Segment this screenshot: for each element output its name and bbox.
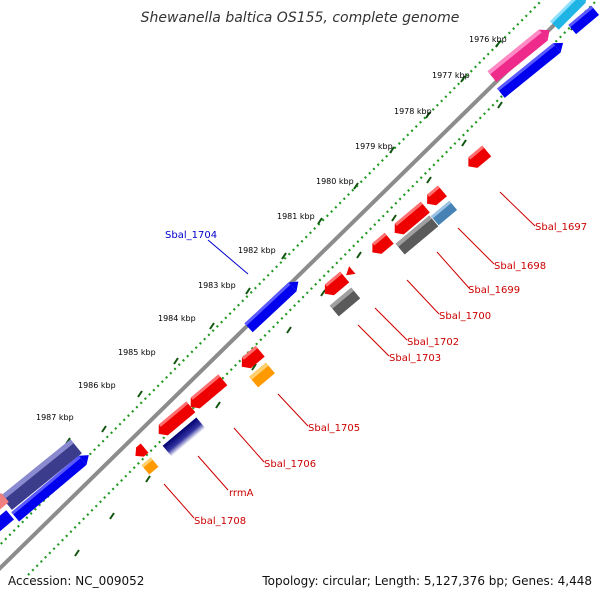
outer-tick-marks xyxy=(65,40,501,445)
tick-label-1976: 1976 kbp xyxy=(469,35,507,44)
sbal-1700-gene-a[interactable] xyxy=(390,201,430,238)
sbal-1705-gene-red[interactable] xyxy=(237,345,265,372)
blue-gene-left[interactable] xyxy=(11,451,92,522)
label-rrma: rrmA xyxy=(229,488,254,499)
cyan-gene[interactable] xyxy=(550,0,591,30)
tick-label-1980: 1980 kbp xyxy=(316,177,354,186)
rrma-gene-red[interactable] xyxy=(154,401,196,439)
blue-gene-edge[interactable] xyxy=(0,510,14,534)
tick-label-1985: 1985 kbp xyxy=(118,348,156,357)
rrma-gene[interactable] xyxy=(162,417,206,457)
tick-label-1986: 1986 kbp xyxy=(78,381,116,390)
sbal-1705-gene[interactable] xyxy=(249,362,275,388)
accession-label: Accession: NC_009052 xyxy=(8,574,145,588)
label-sbal-1703: Sbal_1703 xyxy=(389,353,441,364)
sbal-1698-gene[interactable] xyxy=(430,200,458,226)
sbal-1702-gene-small[interactable] xyxy=(343,266,356,279)
pink-gene[interactable] xyxy=(487,25,554,83)
sbal-1700-gene-c[interactable] xyxy=(368,232,394,258)
tick-label-1982: 1982 kbp xyxy=(238,246,276,255)
label-sbal-1705: Sbal_1705 xyxy=(308,423,360,434)
blue-gene-1976[interactable] xyxy=(497,38,567,98)
label-sbal-1706: Sbal_1706 xyxy=(264,459,316,470)
label-sbal-1697: Sbal_1697 xyxy=(535,222,587,233)
sbal-1702-gene[interactable] xyxy=(320,271,350,299)
label-sbal-1702: Sbal_1702 xyxy=(407,337,459,348)
label-sbal-1708: Sbal_1708 xyxy=(194,516,246,527)
tick-label-1977: 1977 kbp xyxy=(432,71,470,80)
genome-stats: Topology: circular; Length: 5,127,376 bp… xyxy=(262,574,592,588)
sbal-1706-gene[interactable] xyxy=(186,374,228,412)
tick-label-1983: 1983 kbp xyxy=(198,281,236,290)
tick-label-1978: 1978 kbp xyxy=(394,107,432,116)
tick-label-1981: 1981 kbp xyxy=(277,212,315,221)
tick-label-1984: 1984 kbp xyxy=(158,314,196,323)
label-sbal-1704: Sbal_1704 xyxy=(165,230,217,241)
label-sbal-1698: Sbal_1698 xyxy=(494,261,546,272)
sbal-1703-gene[interactable] xyxy=(329,287,361,317)
label-sbal-1700: Sbal_1700 xyxy=(439,311,491,322)
label-connectors xyxy=(163,191,536,519)
sbal-1700-gene-b[interactable] xyxy=(423,185,447,210)
sbal-1697-gene[interactable] xyxy=(464,145,492,172)
sbal-1699-gene[interactable] xyxy=(395,215,439,255)
blue-gene-top-right[interactable] xyxy=(568,5,600,35)
map-title: Shewanella baltica OS155, complete genom… xyxy=(140,10,460,26)
sbal-1704-gene[interactable] xyxy=(244,277,303,333)
pink-gene-edge[interactable] xyxy=(0,492,9,510)
sbal-1708-gene[interactable] xyxy=(141,457,159,475)
label-sbal-1699: Sbal_1699 xyxy=(468,285,520,296)
tick-label-1979: 1979 kbp xyxy=(355,142,393,151)
sbal-1708-gene-red[interactable] xyxy=(132,443,149,461)
purple-gene[interactable] xyxy=(0,439,82,510)
tick-label-1987: 1987 kbp xyxy=(36,413,74,422)
